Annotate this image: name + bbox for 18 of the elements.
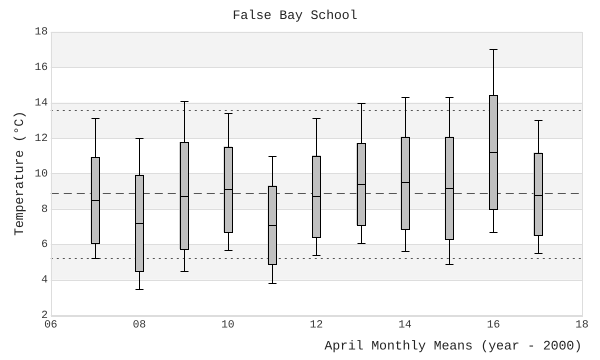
x-axis-title: April Monthly Means (year - 2000) — [324, 338, 582, 354]
y-tick-label: 14 — [34, 97, 48, 110]
y-tick-label: 12 — [34, 132, 48, 145]
y-tick-label: 6 — [41, 239, 48, 252]
x-tick-label: 16 — [486, 320, 500, 332]
chart-title: False Bay School — [232, 8, 358, 24]
x-tick-label: 12 — [310, 320, 324, 332]
x-tick-label: 06 — [44, 320, 58, 332]
y-tick-label: 8 — [41, 204, 48, 216]
x-tick-label: 10 — [221, 320, 234, 332]
x-tick-label: 08 — [132, 320, 146, 332]
y-tick-label: 4 — [41, 274, 48, 287]
x-tick-label: 18 — [575, 320, 589, 332]
y-tick-label: 10 — [34, 168, 48, 180]
y-axis-title: Temperature (°C) — [12, 110, 28, 236]
y-tick-label: 18 — [34, 26, 48, 39]
x-tick-label: 14 — [398, 320, 412, 332]
y-tick-label: 16 — [34, 62, 48, 74]
